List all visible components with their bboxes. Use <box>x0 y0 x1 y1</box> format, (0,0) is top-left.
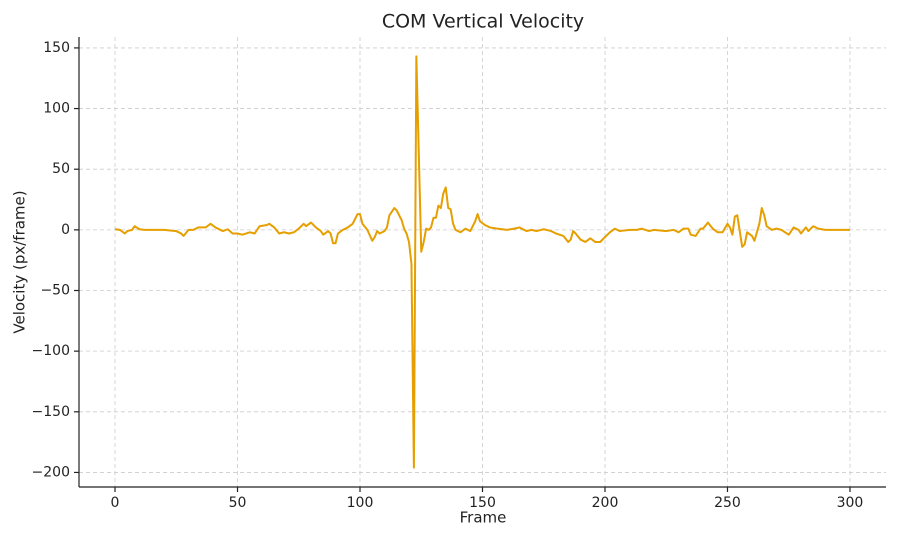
data-line <box>114 55 850 469</box>
x-tick-label: 250 <box>714 495 741 511</box>
y-tick-label: 100 <box>43 101 70 117</box>
x-tick-label: 100 <box>347 495 374 511</box>
x-tick-label: 50 <box>229 495 247 511</box>
y-tick-label: 150 <box>43 40 70 56</box>
y-axis-label: Velocity (px/frame) <box>11 190 29 333</box>
x-axis-label: Frame <box>460 509 507 527</box>
y-tick-label: −200 <box>32 464 70 480</box>
x-tick-label: 300 <box>837 495 864 511</box>
y-tick-label: −50 <box>40 283 70 299</box>
x-tick-label: 150 <box>469 495 496 511</box>
x-tick-label: 200 <box>592 495 619 511</box>
x-tick-label: 0 <box>111 495 120 511</box>
y-tick-label: −100 <box>32 343 70 359</box>
chart-title: COM Vertical Velocity <box>382 11 584 33</box>
y-tick-label: −150 <box>32 404 70 420</box>
y-tick-label: 50 <box>52 161 70 177</box>
y-tick-label: 0 <box>61 222 70 238</box>
